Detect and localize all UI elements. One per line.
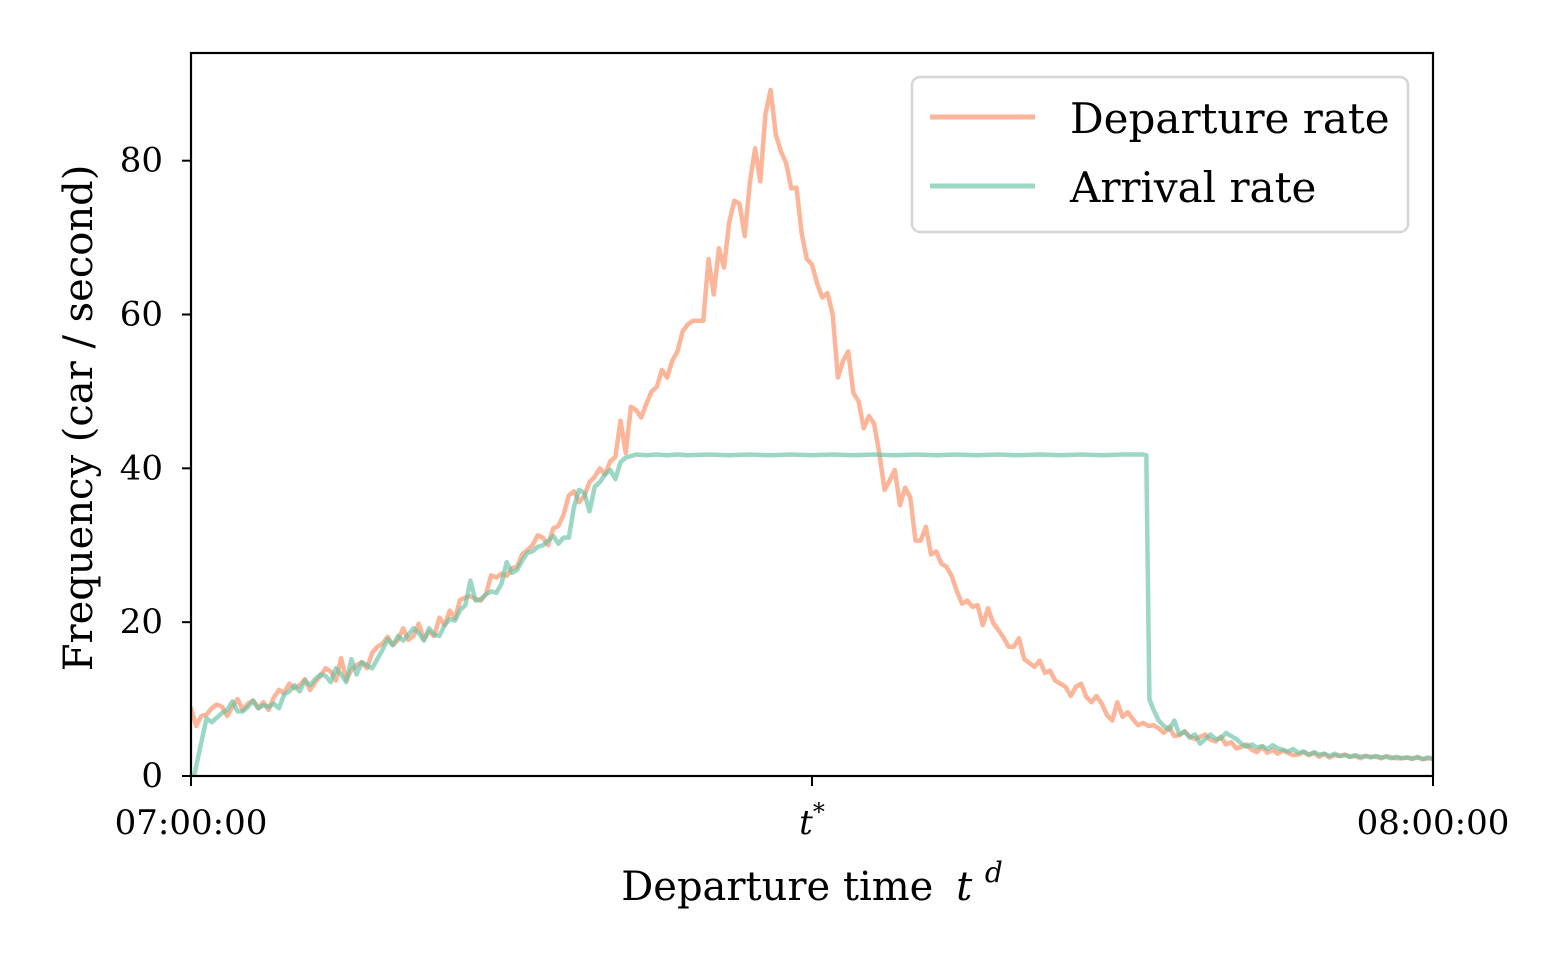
series-layer	[191, 87, 1433, 776]
x-axis-label-superscript: d	[985, 856, 1003, 889]
y-tick-label: 80	[120, 141, 163, 181]
x-axis: 07:00:00 t* 08:00:00	[115, 776, 1510, 843]
y-tick-label: 40	[120, 448, 163, 488]
x-tick-label: t*	[799, 798, 825, 843]
y-axis: 0 20 40 60 80	[120, 141, 191, 796]
legend-label-departure-rate: Departure rate	[1070, 94, 1390, 143]
x-tick-label: 08:00:00	[1357, 803, 1510, 843]
legend: Departure rate Arrival rate	[910, 75, 1410, 234]
y-axis-label: Frequency (car / second)	[56, 165, 102, 672]
x-axis-label-text: Departure time	[621, 864, 933, 910]
x-axis-label: Departure time t d	[621, 856, 1003, 910]
y-tick-label: 20	[120, 602, 163, 642]
y-tick-label: 60	[120, 295, 163, 335]
y-tick-label: 0	[141, 756, 163, 796]
series-line-arrival-rate	[191, 452, 1433, 776]
x-tick-label: 07:00:00	[115, 803, 268, 843]
legend-frame	[910, 75, 1410, 234]
legend-label-arrival-rate: Arrival rate	[1069, 163, 1316, 212]
x-axis-label-symbol: t	[956, 864, 973, 910]
